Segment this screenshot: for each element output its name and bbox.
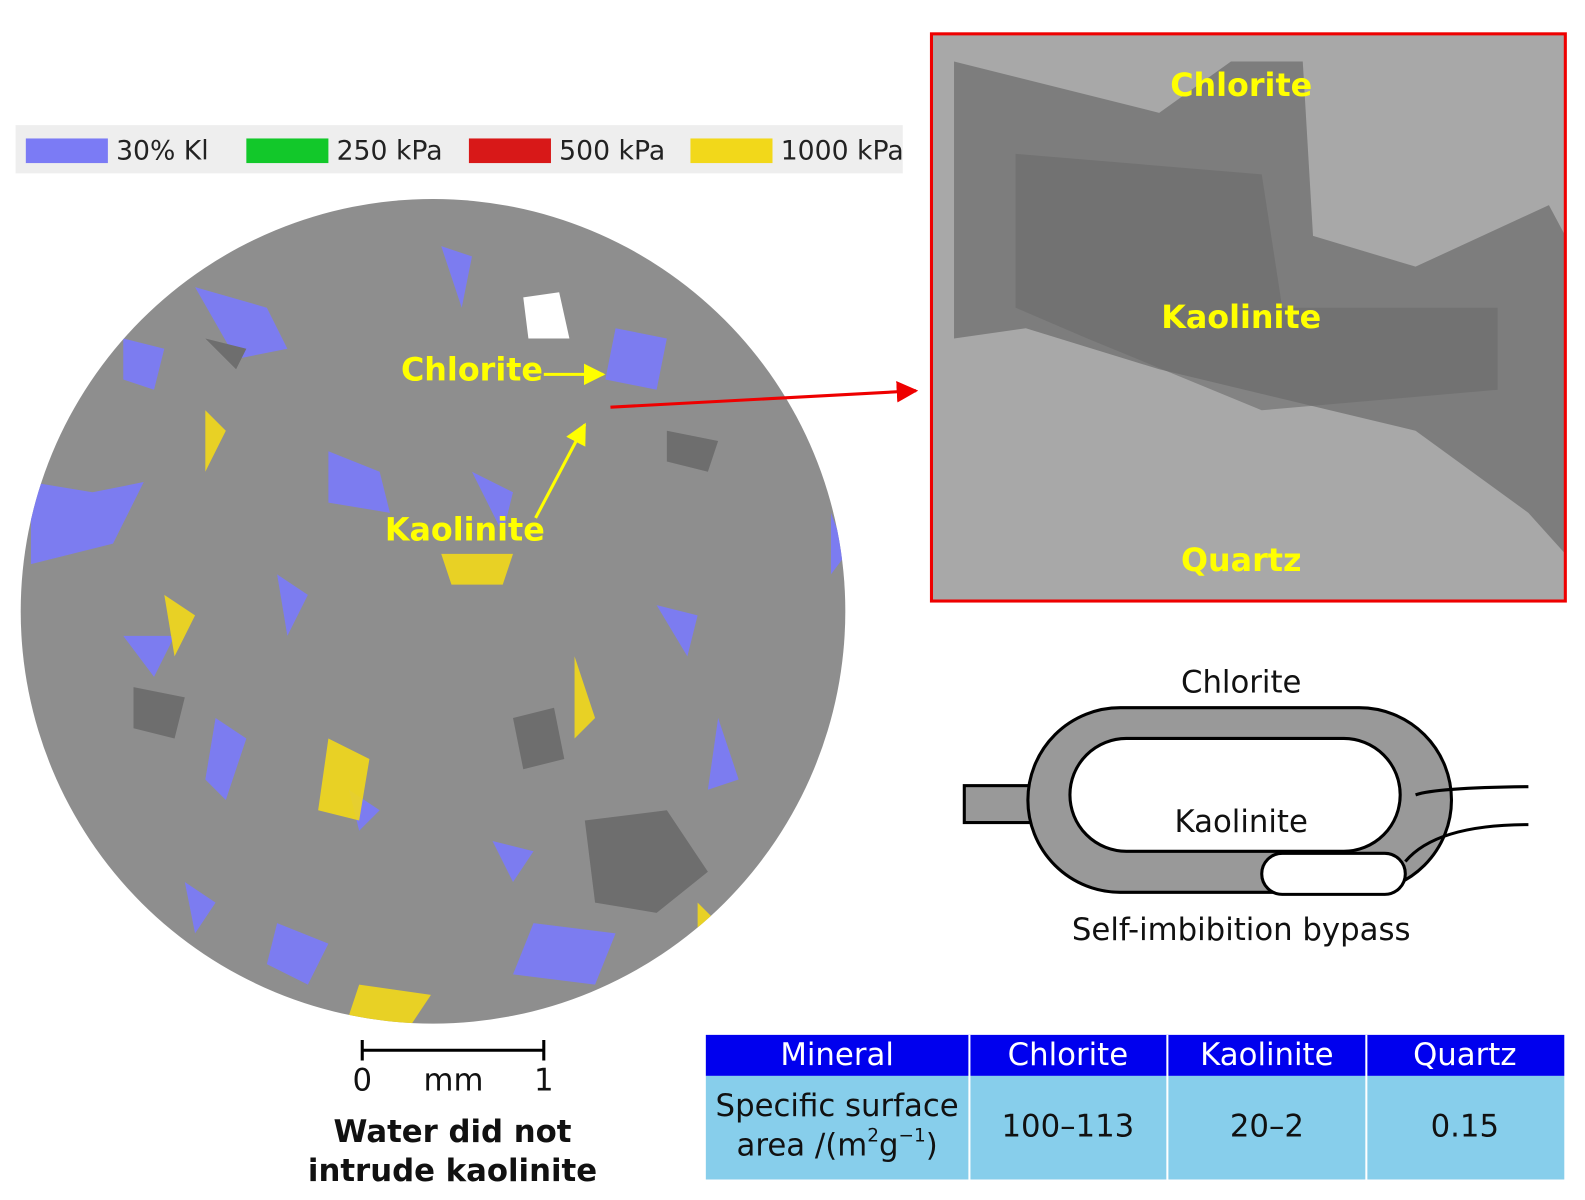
legend-label: 1000 kPa [781,135,904,166]
scale-bar: 0 mm 1 Water did not intrude kaolinite [308,1040,597,1189]
schematic: Chlorite Kaolinite Self-imbibition bypas… [962,665,1529,948]
schematic-label: Self-imbibition bypass [1072,912,1411,948]
table-header-cell: Mineral [780,1037,894,1073]
table-header-cell: Kaolinite [1200,1037,1333,1073]
legend-label: 250 kPa [337,135,443,166]
scale-label: 1 [534,1063,554,1099]
micrograph: Chlorite Kaolinite Quartz [929,32,1567,603]
superscript: −1 [898,1125,925,1146]
pointer-arrow [534,422,587,519]
table-row [705,1075,1565,1180]
micrograph-label: Chlorite [1170,67,1312,104]
legend-swatch [468,138,551,164]
legend-label: 30% Kl [116,135,209,166]
ct-image: Chlorite Kaolinite [20,198,919,1024]
micrograph-label: Kaolinite [1161,299,1321,336]
ct-disc [20,198,846,1024]
row-label-part: ) [926,1127,938,1163]
table-cell: 20–2 [1230,1109,1304,1145]
table-header [705,1034,1565,1076]
zoom-arrow [610,381,919,409]
ct-label: Chlorite [401,351,543,388]
kaolinite-body [1068,736,1402,853]
ct-label: Kaolinite [385,511,545,548]
row-label: area /(m2g−1) [737,1125,938,1163]
legend: 30% Kl 250 kPa 500 kPa 1000 kPa [15,125,904,174]
scale-label: 0 [352,1063,372,1099]
caption: Water did not [334,1114,572,1150]
table-cell: 100–113 [1002,1109,1135,1145]
legend-label: 500 kPa [559,135,665,166]
table-header-cell: Quartz [1413,1037,1516,1073]
superscript: 2 [867,1125,879,1146]
scale-label: mm [424,1063,484,1099]
row-label: Specific surface [716,1088,959,1124]
legend-swatch [690,138,773,164]
schematic-label: Chlorite [1181,665,1301,701]
row-label-part: area /(m [737,1127,868,1163]
pore-texture [1015,153,1498,411]
table: Specific surface area /(m2g−1) Mineral Ch… [705,1034,1565,1180]
table-cell: 0.15 [1431,1109,1499,1145]
micrograph-label: Quartz [1181,542,1301,579]
caption: intrude kaolinite [308,1153,597,1189]
row-label-part: g [879,1127,899,1163]
legend-swatch [25,138,108,164]
inlet-tube [962,784,1038,825]
scale-line [360,1040,546,1061]
micrograph-frame [929,32,1567,603]
schematic-label: Kaolinite [1175,804,1308,840]
outlet-lines [1404,785,1529,863]
bypass-channel [1260,851,1407,896]
table-header-cell: Chlorite [1008,1037,1128,1073]
table-dividers [968,1034,1368,1180]
ct-texture [30,246,846,1024]
legend-swatch [246,138,329,164]
